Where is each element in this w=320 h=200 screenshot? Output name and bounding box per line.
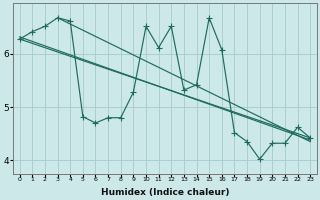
X-axis label: Humidex (Indice chaleur): Humidex (Indice chaleur) <box>101 188 229 197</box>
